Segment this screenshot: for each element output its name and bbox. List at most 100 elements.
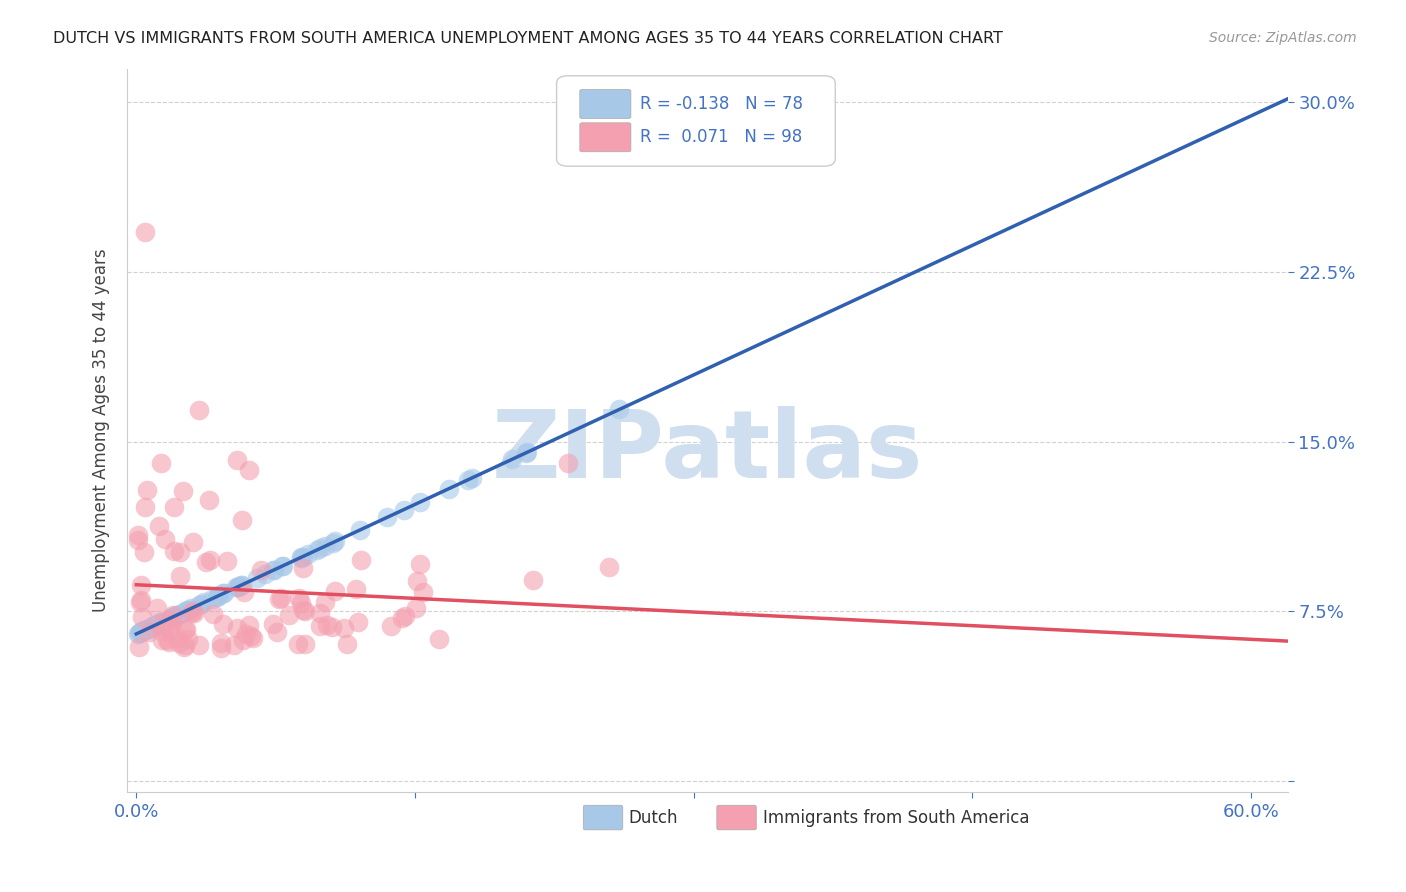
Point xyxy=(138,625,160,640)
Text: Source: ZipAtlas.com: Source: ZipAtlas.com xyxy=(1209,31,1357,45)
Point xyxy=(225,581,247,595)
Point xyxy=(291,561,314,575)
Point xyxy=(132,624,155,638)
Point xyxy=(160,613,183,627)
Point xyxy=(174,604,197,618)
Point xyxy=(226,580,249,594)
Point xyxy=(163,544,186,558)
Point xyxy=(163,500,186,515)
Point xyxy=(226,580,249,594)
Point xyxy=(269,591,291,606)
Point xyxy=(159,624,181,638)
Point xyxy=(131,624,153,639)
Point xyxy=(150,633,173,648)
Point xyxy=(132,624,155,638)
Point xyxy=(380,619,402,633)
Text: R = -0.138   N = 78: R = -0.138 N = 78 xyxy=(640,95,803,113)
Point xyxy=(290,550,312,565)
Text: R =  0.071   N = 98: R = 0.071 N = 98 xyxy=(640,128,803,146)
Point xyxy=(309,606,332,620)
Point xyxy=(135,622,157,636)
Text: DUTCH VS IMMIGRANTS FROM SOUTH AMERICA UNEMPLOYMENT AMONG AGES 35 TO 44 YEARS CO: DUTCH VS IMMIGRANTS FROM SOUTH AMERICA U… xyxy=(53,31,1004,46)
Point xyxy=(187,638,209,652)
Point xyxy=(270,559,292,574)
Point xyxy=(294,604,316,618)
Point xyxy=(262,563,284,577)
Point xyxy=(290,596,312,610)
Point xyxy=(240,629,263,643)
Point xyxy=(197,493,219,508)
Point xyxy=(271,558,294,573)
Point xyxy=(211,616,233,631)
Point xyxy=(131,610,153,624)
Point xyxy=(229,578,252,592)
Point xyxy=(394,608,416,623)
Point xyxy=(461,471,484,485)
Point xyxy=(134,623,156,637)
Point xyxy=(609,402,631,417)
Point xyxy=(128,595,150,609)
Point xyxy=(405,574,427,588)
Point xyxy=(235,627,257,641)
Point xyxy=(232,585,254,599)
Point xyxy=(180,606,202,620)
Point xyxy=(187,403,209,417)
Point xyxy=(127,528,149,542)
Point xyxy=(162,610,184,624)
Point xyxy=(146,617,169,632)
Point xyxy=(412,585,434,599)
Point xyxy=(162,607,184,622)
Point xyxy=(305,543,328,558)
Point xyxy=(207,589,229,603)
Point xyxy=(167,635,190,649)
Point xyxy=(246,571,269,585)
Point xyxy=(405,601,427,615)
Point xyxy=(153,532,176,546)
Point xyxy=(409,557,432,571)
Point xyxy=(392,502,415,516)
Point xyxy=(149,618,172,632)
Point xyxy=(193,595,215,609)
Point xyxy=(129,593,152,607)
Point xyxy=(166,631,188,645)
Point xyxy=(174,623,197,637)
Point xyxy=(427,632,450,646)
Point xyxy=(163,609,186,624)
Point xyxy=(169,545,191,559)
Point xyxy=(127,626,149,640)
Point xyxy=(134,500,156,514)
Point xyxy=(148,616,170,631)
Point xyxy=(238,618,260,632)
FancyBboxPatch shape xyxy=(717,805,756,830)
Point xyxy=(217,553,239,567)
Point xyxy=(212,586,235,600)
Point xyxy=(152,615,174,629)
Point xyxy=(172,484,194,499)
Point xyxy=(134,225,156,239)
Point xyxy=(335,637,357,651)
Point xyxy=(391,611,413,625)
Point xyxy=(128,533,150,547)
Point xyxy=(321,620,343,634)
Point xyxy=(522,573,544,587)
Point xyxy=(325,534,347,549)
Point xyxy=(309,618,332,632)
Point xyxy=(375,510,398,524)
Point xyxy=(263,563,285,577)
Point xyxy=(136,622,159,636)
Point xyxy=(169,607,191,621)
Point xyxy=(225,453,247,467)
Point xyxy=(222,638,245,652)
Point xyxy=(231,513,253,527)
Point xyxy=(314,594,336,608)
Point xyxy=(128,640,150,654)
Point xyxy=(166,608,188,623)
Text: Immigrants from South America: Immigrants from South America xyxy=(763,808,1029,827)
Point xyxy=(226,621,249,635)
Point xyxy=(160,610,183,624)
Point xyxy=(287,637,309,651)
Point xyxy=(149,615,172,630)
Point xyxy=(208,588,231,602)
Point xyxy=(190,597,212,611)
Point xyxy=(150,615,173,630)
